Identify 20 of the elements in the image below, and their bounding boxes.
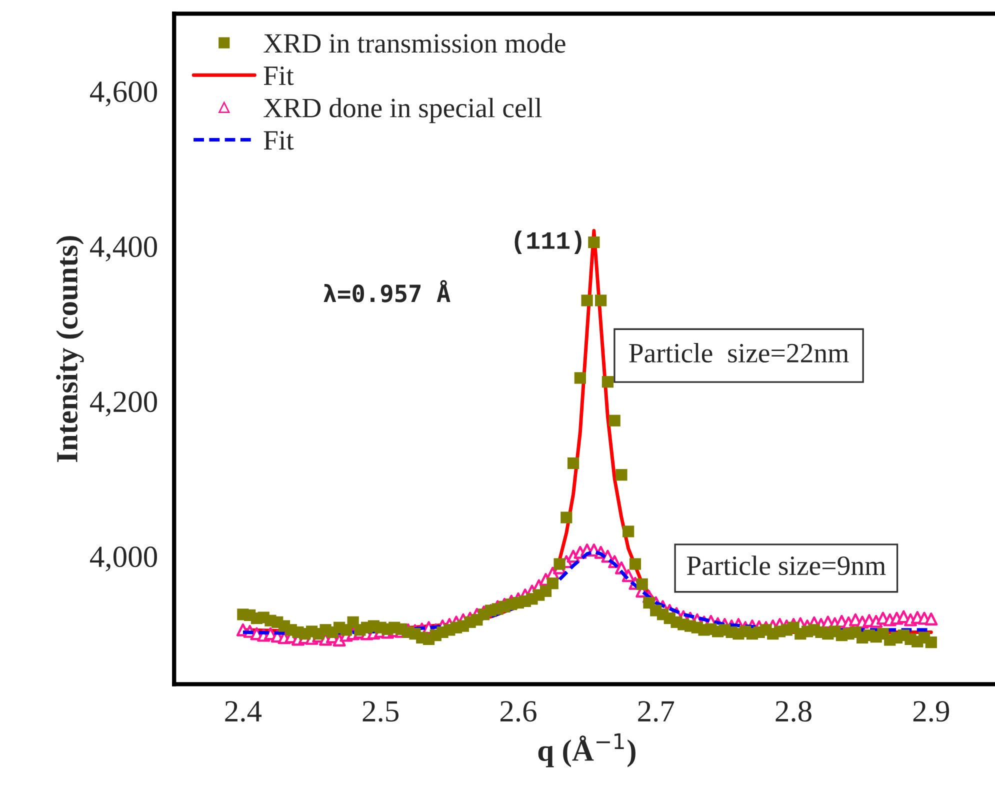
annotation: λ=0.957 Å	[324, 280, 450, 302]
legend-label: Fit	[264, 66, 294, 86]
y-tick-label: 4,200	[90, 392, 157, 417]
x-tick-label: 2.6	[500, 701, 536, 722]
y-tick-label: 4,400	[90, 236, 157, 262]
annotation: (111)	[514, 230, 582, 254]
y-axis-title: Intensity (counts)	[56, 236, 84, 462]
annotation: Particle size=9nm	[686, 556, 886, 576]
x-tick-label: 2.8	[776, 701, 812, 722]
legend-label: XRD done in special cell	[264, 98, 542, 124]
legend-label: XRD in transmission mode	[264, 33, 566, 53]
x-tick-label: 2.9	[913, 701, 949, 722]
y-tick-label: 4,000	[90, 546, 157, 572]
x-tick-label: 2.5	[362, 701, 398, 722]
y-tick-label: 4,600	[90, 81, 157, 106]
x-axis-title: q (Å$^{−1}$)	[538, 733, 636, 768]
x-tick-label: 2.4	[225, 701, 262, 722]
x-tick-label: 2.7	[638, 701, 674, 722]
annotation: Particle size=22nm	[629, 343, 849, 363]
legend-label: Fit	[264, 131, 294, 150]
